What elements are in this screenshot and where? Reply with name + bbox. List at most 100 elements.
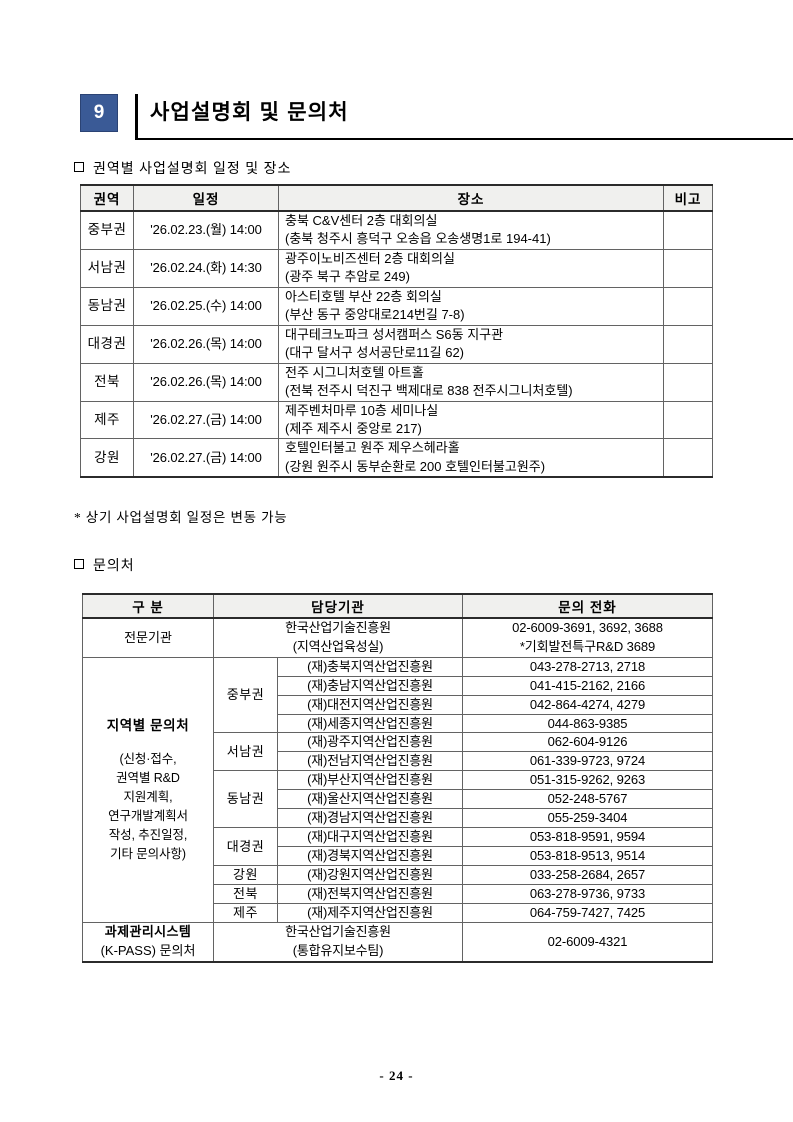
note-line-3: 지원계획, xyxy=(123,789,173,804)
cell-tel: 041-415-2162, 2166 xyxy=(462,675,713,696)
subheading-schedule-label: 권역별 사업설명회 일정 및 장소 xyxy=(93,162,292,177)
section-divider-vertical xyxy=(135,94,138,138)
table-row-kpass: 과제관리시스템 (K-PASS) 문의처 한국산업기술진흥원 (통합유지보수팀)… xyxy=(82,921,713,963)
cell-org: (재)부산지역산업진흥원 xyxy=(277,770,463,791)
cell-tel-kpass: 02-6009-4321 xyxy=(462,921,713,963)
cell-place: 대구테크노파크 성서캠퍼스 S6동 지구관 (대구 달서구 성서공단로11길 6… xyxy=(278,324,664,364)
cell-region-group: 서남권 xyxy=(213,732,278,772)
cell-region-group: 대경권 xyxy=(213,827,278,866)
cell-date: '26.02.25.(수) 14:00 xyxy=(133,286,279,326)
table-row: (재)울산지역산업진흥원 052-248-5767 xyxy=(83,789,713,810)
section-divider-horizontal xyxy=(135,138,793,140)
page-title: 사업설명회 및 문의처 xyxy=(150,101,349,124)
cell-org: (재)세종지역산업진흥원 xyxy=(277,713,463,734)
cell-date: '26.02.27.(금) 14:00 xyxy=(133,438,279,479)
cell-date: '26.02.26.(목) 14:00 xyxy=(133,324,279,364)
section-number-badge: 9 xyxy=(80,94,118,132)
schedule-table: 권역 일정 장소 비고 중부권 '26.02.23.(월) 14:00 충북 C… xyxy=(80,184,713,479)
cell-remark xyxy=(663,248,713,288)
place-address: (전북 전주시 덕진구 백제대로 838 전주시그니처호텔) xyxy=(285,383,573,399)
contacts-table: 구 분 담당기관 문의 전화 전문기관 한국산업기술진흥원 (지역산업육성실) … xyxy=(82,593,713,963)
section-heading: 9 사업설명회 및 문의처 xyxy=(80,94,793,140)
cell-tel-specialized: 02-6009-3691, 3692, 3688 *기회발전특구R&D 3689 xyxy=(462,617,713,658)
cell-org: (재)제주지역산업진흥원 xyxy=(277,902,463,923)
cell-org-specialized: 한국산업기술진흥원 (지역산업육성실) xyxy=(213,617,463,658)
cell-region-group: 중부권 xyxy=(213,656,278,734)
table-row: 전북 '26.02.26.(목) 14:00 전주 시그니처호텔 아트홀 (전북… xyxy=(80,362,713,402)
cell-remark xyxy=(663,210,713,250)
cell-tel: 064-759-7427, 7425 xyxy=(462,902,713,923)
col-header-telephone: 문의 전화 xyxy=(462,593,713,619)
place-address: (충북 청주시 흥덕구 오송읍 오송생명1로 194-41) xyxy=(285,231,551,247)
subheading-contacts: 문의처 xyxy=(74,555,135,575)
col-header-organization: 담당기관 xyxy=(213,593,463,619)
place-name: 아스티호텔 부산 22층 회의실 xyxy=(285,288,442,304)
contacts-table-header-row: 구 분 담당기관 문의 전화 xyxy=(82,593,713,619)
place-address: (대구 달서구 성서공단로11길 62) xyxy=(285,345,465,361)
cell-date: '26.02.27.(금) 14:00 xyxy=(133,400,279,440)
col-header-date: 일정 xyxy=(133,184,279,212)
cell-region: 중부권 xyxy=(80,210,134,250)
table-row: (재)세종지역산업진흥원 044-863-9385 xyxy=(83,713,713,734)
cell-date: '26.02.26.(목) 14:00 xyxy=(133,362,279,402)
cell-division-kpass: 과제관리시스템 (K-PASS) 문의처 xyxy=(82,921,214,963)
place-address: (강원 원주시 동부순환로 200 호텔인터불고원주) xyxy=(285,458,546,474)
note-line-2: 권역별 R&D xyxy=(116,770,180,785)
cell-org: (재)전남지역산업진흥원 xyxy=(277,751,463,772)
cell-org-kpass: 한국산업기술진흥원 (통합유지보수팀) xyxy=(213,921,463,963)
cell-place: 충북 C&V센터 2층 대회의실 (충북 청주시 흥덕구 오송읍 오송생명1로 … xyxy=(278,210,664,250)
table-row: (재)전남지역산업진흥원 061-339-9723, 9724 xyxy=(83,751,713,772)
cell-tel: 061-339-9723, 9724 xyxy=(462,751,713,772)
cell-division-regional: 지역별 문의처 (신청·접수, 권역별 R&D 지원계획, 연구개발계획서 작성… xyxy=(82,656,214,923)
tel-line-2: *기회발전특구R&D 3689 xyxy=(519,638,656,654)
col-header-division: 구 분 xyxy=(82,593,214,619)
note-line-1: (신청·접수, xyxy=(119,751,177,766)
cell-region: 동남권 xyxy=(80,286,134,326)
cell-org: (재)광주지역산업진흥원 xyxy=(277,732,463,753)
cell-place: 전주 시그니처호텔 아트홀 (전북 전주시 덕진구 백제대로 838 전주시그니… xyxy=(278,362,664,402)
cell-org: (재)전북지역산업진흥원 xyxy=(277,883,463,904)
place-name: 광주이노비즈센터 2층 대회의실 xyxy=(285,250,455,266)
subheading-contacts-label: 문의처 xyxy=(93,559,135,574)
col-header-place: 장소 xyxy=(278,184,664,212)
subheading-schedule: 권역별 사업설명회 일정 및 장소 xyxy=(74,158,291,178)
place-name: 대구테크노파크 성서캠퍼스 S6동 지구관 xyxy=(285,326,504,342)
cell-date: '26.02.24.(화) 14:30 xyxy=(133,248,279,288)
place-name: 제주벤처마루 10층 세미나실 xyxy=(285,402,439,418)
cell-tel: 044-863-9385 xyxy=(462,713,713,734)
org-line-1: 한국산업기술진흥원 xyxy=(285,620,391,635)
cell-org: (재)울산지역산업진흥원 xyxy=(277,789,463,810)
cell-region-group: 전북 xyxy=(213,883,278,904)
place-name: 호텔인터불고 원주 제우스헤라홀 xyxy=(285,440,460,456)
cell-tel: 051-315-9262, 9263 xyxy=(462,770,713,791)
cell-region-group: 강원 xyxy=(213,865,278,885)
cell-tel: 052-248-5767 xyxy=(462,789,713,810)
cell-region: 강원 xyxy=(80,438,134,479)
note-line-6: 기타 문의사항) xyxy=(110,846,186,861)
tel-line-1: 02-6009-3691, 3692, 3688 xyxy=(512,620,663,635)
table-row: 제주 (재)제주지역산업진흥원 064-759-7427, 7425 xyxy=(83,902,713,923)
table-row: 전북 (재)전북지역산업진흥원 063-278-9736, 9733 xyxy=(83,883,713,904)
table-row-specialized-agency: 전문기관 한국산업기술진흥원 (지역산업육성실) 02-6009-3691, 3… xyxy=(82,617,713,658)
cell-org: (재)충북지역산업진흥원 xyxy=(277,656,463,677)
kpass-label-line-1: 과제관리시스템 xyxy=(104,923,192,939)
cell-region: 대경권 xyxy=(80,324,134,364)
kpass-org-line-1: 한국산업기술진흥원 xyxy=(285,923,391,939)
cell-date: '26.02.23.(월) 14:00 xyxy=(133,210,279,250)
cell-tel: 042-864-4274, 4279 xyxy=(462,694,713,715)
schedule-note: * 상기 사업설명회 일정은 변동 가능 xyxy=(74,510,288,525)
kpass-org-line-2: (통합유지보수팀) xyxy=(292,942,384,958)
org-line-2: (지역산업육성실) xyxy=(292,638,384,654)
cell-division-specialized: 전문기관 xyxy=(82,617,214,658)
cell-remark xyxy=(663,324,713,364)
cell-remark xyxy=(663,400,713,440)
cell-tel: 053-818-9513, 9514 xyxy=(462,846,713,866)
cell-region: 전북 xyxy=(80,362,134,402)
table-row: 동남권 '26.02.25.(수) 14:00 아스티호텔 부산 22층 회의실… xyxy=(80,286,713,326)
cell-place: 광주이노비즈센터 2층 대회의실 (광주 북구 추암로 249) xyxy=(278,248,664,288)
table-row: 강원 (재)강원지역산업진흥원 033-258-2684, 2657 xyxy=(83,865,713,885)
note-line-5: 작성, 추진일정, xyxy=(108,827,188,842)
cell-remark xyxy=(663,362,713,402)
checkbox-icon xyxy=(74,559,84,569)
